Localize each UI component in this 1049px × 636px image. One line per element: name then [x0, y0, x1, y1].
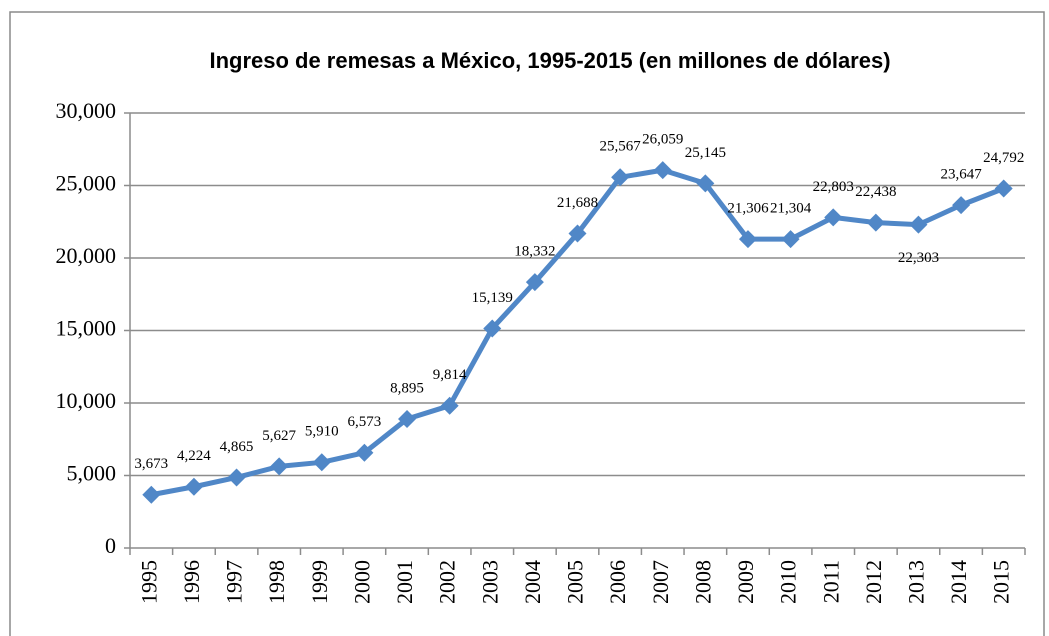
marker	[184, 477, 203, 496]
x-tick-label: 2001	[392, 560, 417, 604]
data-label: 22,303	[898, 250, 939, 266]
data-label: 25,567	[599, 139, 641, 155]
data-label: 5,627	[262, 428, 296, 444]
data-label: 21,688	[557, 195, 598, 211]
x-tick-label: 2004	[520, 560, 545, 604]
x-tick-label: 2012	[861, 560, 886, 604]
marker	[994, 179, 1013, 198]
x-tick-label: 2010	[776, 560, 801, 604]
data-label: 9,814	[433, 367, 467, 383]
x-tick-label: 2014	[946, 560, 971, 604]
chart-frame	[9, 11, 1045, 636]
marker	[781, 230, 800, 249]
data-label: 18,332	[514, 244, 555, 260]
data-label: 6,573	[348, 414, 382, 430]
x-tick-label: 1997	[222, 560, 247, 604]
marker	[824, 208, 843, 227]
data-label: 15,139	[472, 290, 513, 306]
data-label: 3,673	[134, 456, 168, 472]
data-label: 21,306	[727, 201, 769, 217]
marker	[398, 410, 417, 429]
y-tick-label: 15,000	[56, 316, 117, 341]
data-label: 4,224	[177, 448, 211, 464]
x-tick-label: 2008	[690, 560, 715, 604]
x-tick-label: 1998	[264, 560, 289, 604]
marker	[142, 485, 161, 504]
x-tick-label: 2002	[435, 560, 460, 604]
data-label: 21,304	[770, 201, 812, 217]
marker	[611, 168, 630, 187]
data-label: 23,647	[940, 167, 982, 183]
x-tick-label: 1996	[179, 560, 204, 604]
y-tick-label: 30,000	[56, 98, 117, 123]
y-tick-label: 5,000	[67, 461, 117, 486]
marker	[866, 213, 885, 232]
x-tick-label: 2003	[477, 560, 502, 604]
marker	[270, 457, 289, 476]
x-tick-label: 2006	[605, 560, 630, 604]
data-label: 8,895	[390, 380, 424, 396]
x-tick-label: 2000	[349, 560, 374, 604]
y-tick-label: 0	[105, 533, 116, 558]
marker	[227, 468, 246, 487]
data-label: 4,865	[220, 439, 254, 455]
y-tick-label: 25,000	[56, 171, 117, 196]
x-tick-label: 2011	[818, 560, 843, 603]
marker	[738, 230, 757, 249]
marker	[909, 215, 928, 234]
x-tick-label: 2009	[733, 560, 758, 604]
data-label: 22,803	[813, 179, 854, 195]
marker	[440, 396, 459, 415]
marker	[952, 196, 971, 215]
marker	[355, 443, 374, 462]
marker	[312, 453, 331, 472]
x-tick-label: 2005	[563, 560, 588, 604]
marker	[568, 224, 587, 243]
data-label: 5,910	[305, 424, 339, 440]
marker	[653, 161, 672, 180]
marker	[525, 273, 544, 292]
x-tick-label: 1995	[136, 560, 161, 604]
y-tick-label: 20,000	[56, 243, 117, 268]
data-label: 22,438	[855, 184, 896, 200]
data-label: 26,059	[642, 132, 683, 148]
chart-title: Ingreso de remesas a México, 1995-2015 (…	[209, 48, 890, 73]
data-label: 25,145	[685, 145, 726, 161]
data-label: 24,792	[983, 150, 1024, 166]
x-tick-label: 2013	[903, 560, 928, 604]
x-tick-label: 2015	[989, 560, 1014, 604]
marker	[696, 174, 715, 193]
x-tick-label: 1999	[307, 560, 332, 604]
marker	[483, 319, 502, 338]
x-tick-label: 2007	[648, 560, 673, 604]
y-tick-label: 10,000	[56, 388, 117, 413]
